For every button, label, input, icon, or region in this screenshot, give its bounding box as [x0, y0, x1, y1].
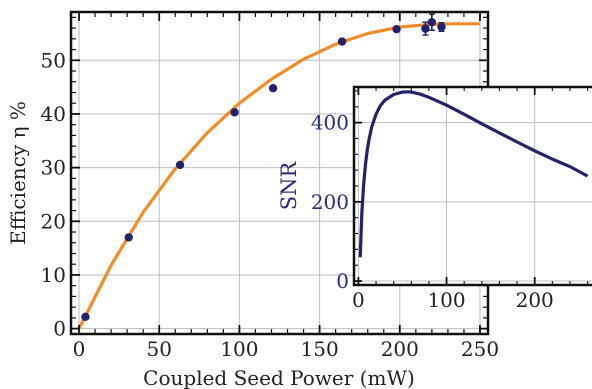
inset-y-tick-label: 0: [336, 269, 349, 293]
main-y-tick-label: 30: [41, 156, 66, 180]
main-y-axis-label: Efficiency η %: [6, 101, 30, 245]
main-x-tick-label: 0: [73, 337, 86, 361]
data-point: [437, 22, 446, 32]
inset-grid: [354, 87, 592, 285]
snr-curve: [358, 90, 589, 258]
main-y-tick-label: 20: [41, 209, 66, 233]
inset-x-tick-label: 0: [352, 288, 365, 312]
inset-y-tick-label: 400: [311, 111, 349, 135]
inset-line-layer: [358, 90, 589, 258]
inset-frame: [352, 85, 592, 287]
main-y-tick-label: 40: [41, 102, 66, 126]
inset-x-tick-label: 100: [427, 288, 465, 312]
main-points-layer: [81, 13, 446, 322]
inset-y-tick-label: 200: [311, 190, 349, 214]
inset-tick-labels: 0 100 200 0 200 400: [311, 111, 554, 312]
main-y-tick-label: 0: [53, 317, 66, 341]
inset-x-tick-label: 200: [516, 288, 554, 312]
main-x-axis-label: Coupled Seed Power (mW): [143, 366, 415, 389]
data-point: [81, 312, 90, 322]
data-point: [337, 37, 347, 46]
main-x-tick-label: 250: [461, 337, 499, 361]
main-x-tick-label: 200: [381, 337, 419, 361]
data-point: [124, 233, 133, 242]
main-tick-labels: 0 50 100 150 200 250 0 10 20 30 40 50: [41, 48, 500, 361]
main-y-tick-label: 10: [41, 263, 66, 287]
data-point: [421, 24, 430, 33]
main-y-tick-label: 50: [41, 48, 66, 72]
main-x-tick-label: 150: [301, 337, 339, 361]
data-point: [230, 108, 239, 117]
data-point: [175, 160, 185, 170]
data-point: [392, 24, 401, 34]
main-x-tick-label: 100: [220, 337, 258, 361]
main-x-tick-label: 50: [146, 337, 171, 361]
data-point: [427, 17, 437, 27]
inset-y-axis-label: SNR: [277, 161, 301, 211]
inset-background: [354, 87, 592, 285]
inset-chart: 0 100 200 0 200 400 SNR: [277, 85, 592, 312]
data-point: [268, 84, 278, 93]
